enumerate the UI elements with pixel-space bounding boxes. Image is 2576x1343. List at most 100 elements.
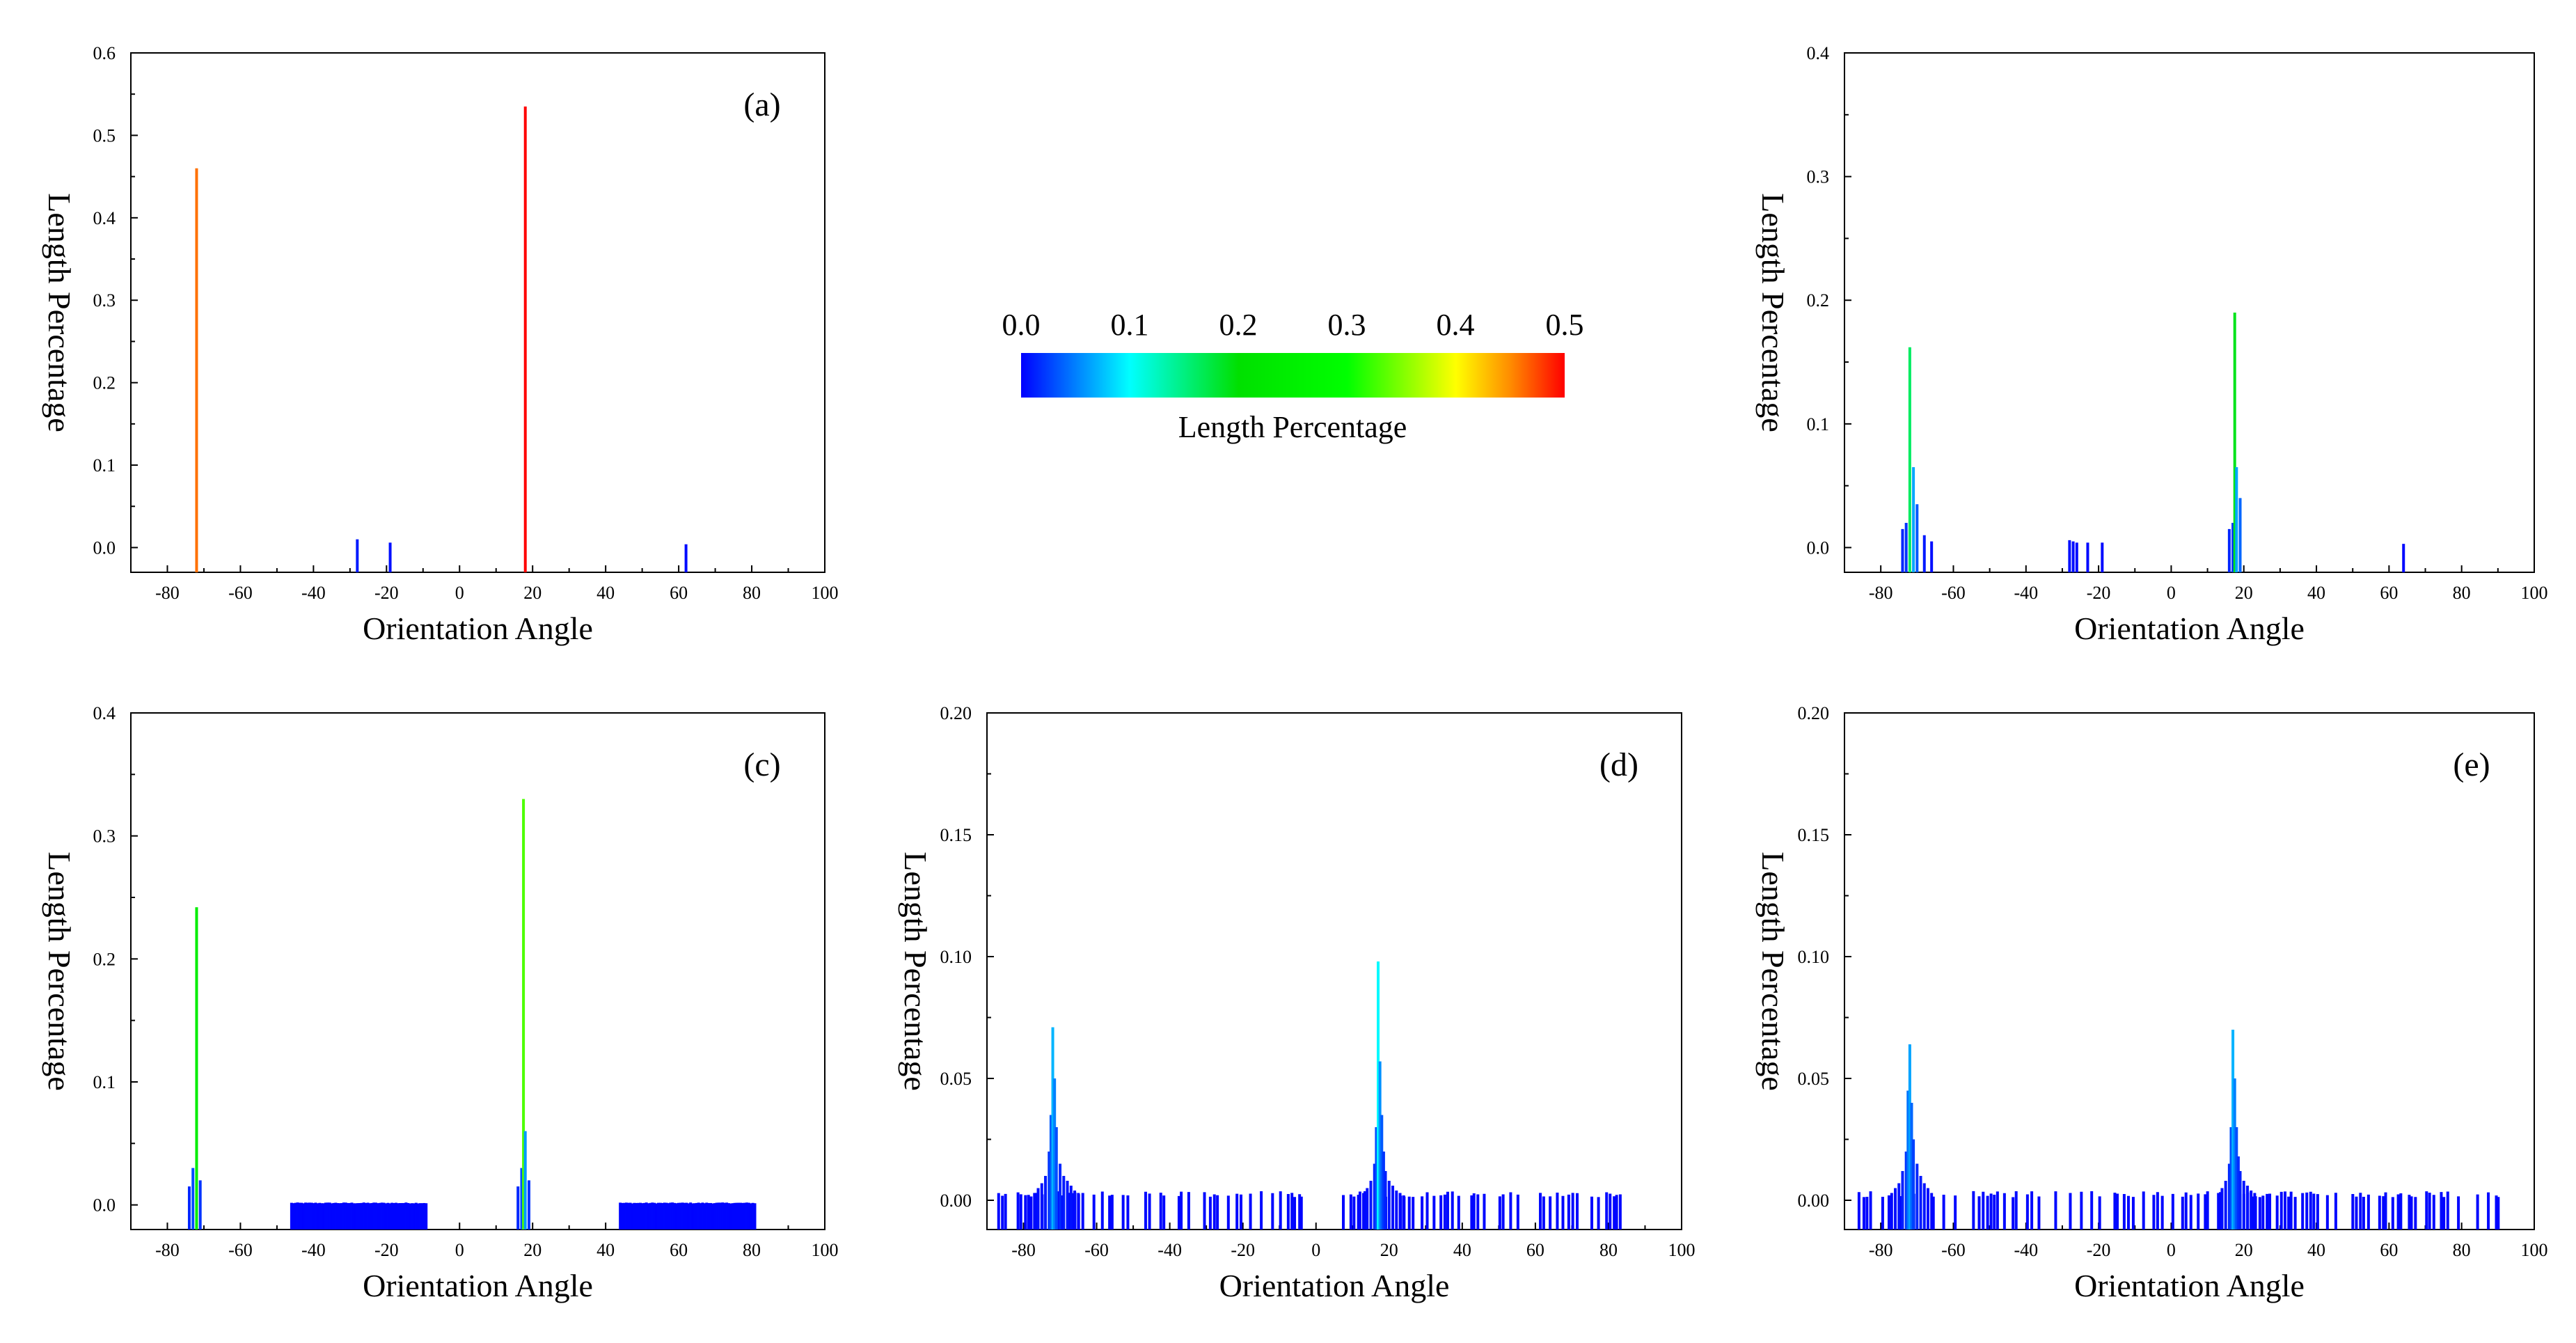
colorbar-tick-4: 0.4 [1437,308,1475,342]
x-tick-label: 60 [670,583,688,603]
x-tick-label: 80 [743,1240,761,1260]
colorbar-tick-3: 0.3 [1328,308,1366,342]
y-tick-label: 0.00 [1798,1191,1830,1211]
x-tick-label: 100 [1668,1240,1696,1260]
plot-frame [130,52,825,573]
x-tick-label: 40 [1453,1240,1471,1260]
y-tick-label: 0.10 [1798,947,1830,967]
x-tick-label: 20 [1380,1240,1398,1260]
y-tick-label: 0.2 [93,373,116,393]
plot-frame [130,712,825,1230]
x-axis-label: Orientation Angle [363,1268,593,1303]
y-tick-label: 0.0 [93,1195,116,1216]
colorbar-gradient [1021,353,1565,398]
x-tick-label: 80 [743,583,761,603]
x-tick-label: -80 [155,1240,180,1260]
y-tick-label: 0.4 [93,703,116,723]
x-tick-label: 20 [523,1240,542,1260]
x-tick-label: -60 [228,1240,253,1260]
x-tick-label: 40 [596,583,615,603]
y-tick-label: 0.2 [1807,290,1830,311]
x-tick-label: -80 [1869,1240,1893,1260]
x-tick-label: -60 [1941,583,1966,603]
x-tick-label: 20 [2235,1240,2253,1260]
panel-label: (d) [1599,746,1638,783]
x-tick-label: 80 [1599,1240,1618,1260]
panel-e: -80 -60 -40 -20 0 20 40 60 80 100 0.00 0.05 0.10 0.15… [1755,703,2548,1303]
colorbar-tick-5: 0.5 [1546,308,1584,342]
colorbar-tick-1: 0.1 [1111,308,1149,342]
bar-series [1901,313,2405,572]
y-tick-label: 0.00 [940,1191,972,1211]
bar-series [997,961,1622,1230]
y-tick-label: 0.15 [940,825,972,845]
x-tick-label: -80 [1011,1240,1036,1260]
y-tick-label: 0.20 [940,703,972,723]
y-tick-label: 0.1 [93,455,116,476]
y-axis-label: Length Percentage [898,851,933,1091]
y-tick-label: 0.4 [1807,43,1830,63]
x-tick-label: 40 [596,1240,615,1260]
y-tick-label: 0.6 [93,43,116,63]
plot-frame [1844,712,2535,1230]
y-tick-label: 0.05 [940,1069,972,1089]
panel-label: (e) [2453,746,2490,783]
x-tick-label: 0 [2167,583,2176,603]
bar-series [1857,1030,2500,1230]
x-tick-label: -80 [1869,583,1893,603]
x-tick-label: -40 [301,583,326,603]
plot-frame [986,712,1682,1230]
colorbar-tick-2: 0.2 [1219,308,1258,342]
x-tick-label: 0 [455,583,464,603]
y-axis-label: Length Percentage [1755,851,1791,1091]
x-tick-label: -20 [2087,1240,2111,1260]
bar-series [187,799,757,1230]
x-tick-label: 60 [2380,583,2398,603]
x-tick-label: 100 [2521,1240,2548,1260]
y-tick-label: 0.4 [93,208,116,228]
bar-series [195,106,688,572]
x-tick-label: -40 [301,1240,326,1260]
x-tick-label: -60 [228,583,253,603]
y-tick-label: 0.3 [93,826,116,847]
x-tick-label: 20 [2235,583,2253,603]
plot-frame [1844,52,2535,573]
y-tick-label: 0.5 [93,125,116,146]
x-tick-label: -40 [1157,1240,1182,1260]
x-tick-label: 100 [812,1240,839,1260]
y-tick-label: 0.3 [93,290,116,311]
colorbar-label: Length Percentage [1178,410,1407,444]
panel-a: -80 -60 -40 -20 0 20 40 60 80 100 0.0 0.1 0.2 0.3 0.4 0… [42,43,839,646]
panel-c: -80 -60 -40 -20 0 20 40 60 80 100 0.0 0.1 0.2 0.3 0.4 O… [42,703,839,1303]
x-tick-label: 0 [2167,1240,2176,1260]
x-tick-label: -40 [2014,583,2038,603]
x-tick-label: 80 [2453,1240,2471,1260]
x-tick-label: 20 [523,583,542,603]
x-tick-label: -40 [2014,1240,2038,1260]
x-tick-label: 100 [2521,583,2548,603]
x-tick-label: -20 [2087,583,2111,603]
y-tick-label: 0.0 [1807,537,1830,558]
x-tick-label: -20 [1231,1240,1255,1260]
y-tick-label: 0.3 [1807,167,1830,187]
y-tick-label: 0.1 [1807,414,1830,434]
x-tick-label: -20 [374,583,399,603]
panel-b: -80 -60 -40 -20 0 20 40 60 80 100 0.0 0.1 0.2 0.3 0.4 O… [1755,43,2548,646]
x-axis-label: Orientation Angle [2074,1268,2305,1303]
x-tick-label: 0 [1311,1240,1320,1260]
x-tick-label: 40 [2307,583,2325,603]
x-tick-label: -60 [1941,1240,1966,1260]
y-tick-label: 0.10 [940,947,972,967]
y-tick-label: 0.1 [93,1072,116,1092]
x-axis-label: Orientation Angle [1219,1268,1450,1303]
x-tick-label: -20 [374,1240,399,1260]
x-tick-label: 0 [455,1240,464,1260]
x-tick-label: 80 [2453,583,2471,603]
y-tick-label: 0.05 [1798,1069,1830,1089]
panel-label: (a) [743,86,780,123]
x-tick-label: 40 [2307,1240,2325,1260]
x-tick-label: 60 [1526,1240,1544,1260]
y-tick-label: 0.2 [93,949,116,969]
panel-label: (c) [743,746,780,783]
